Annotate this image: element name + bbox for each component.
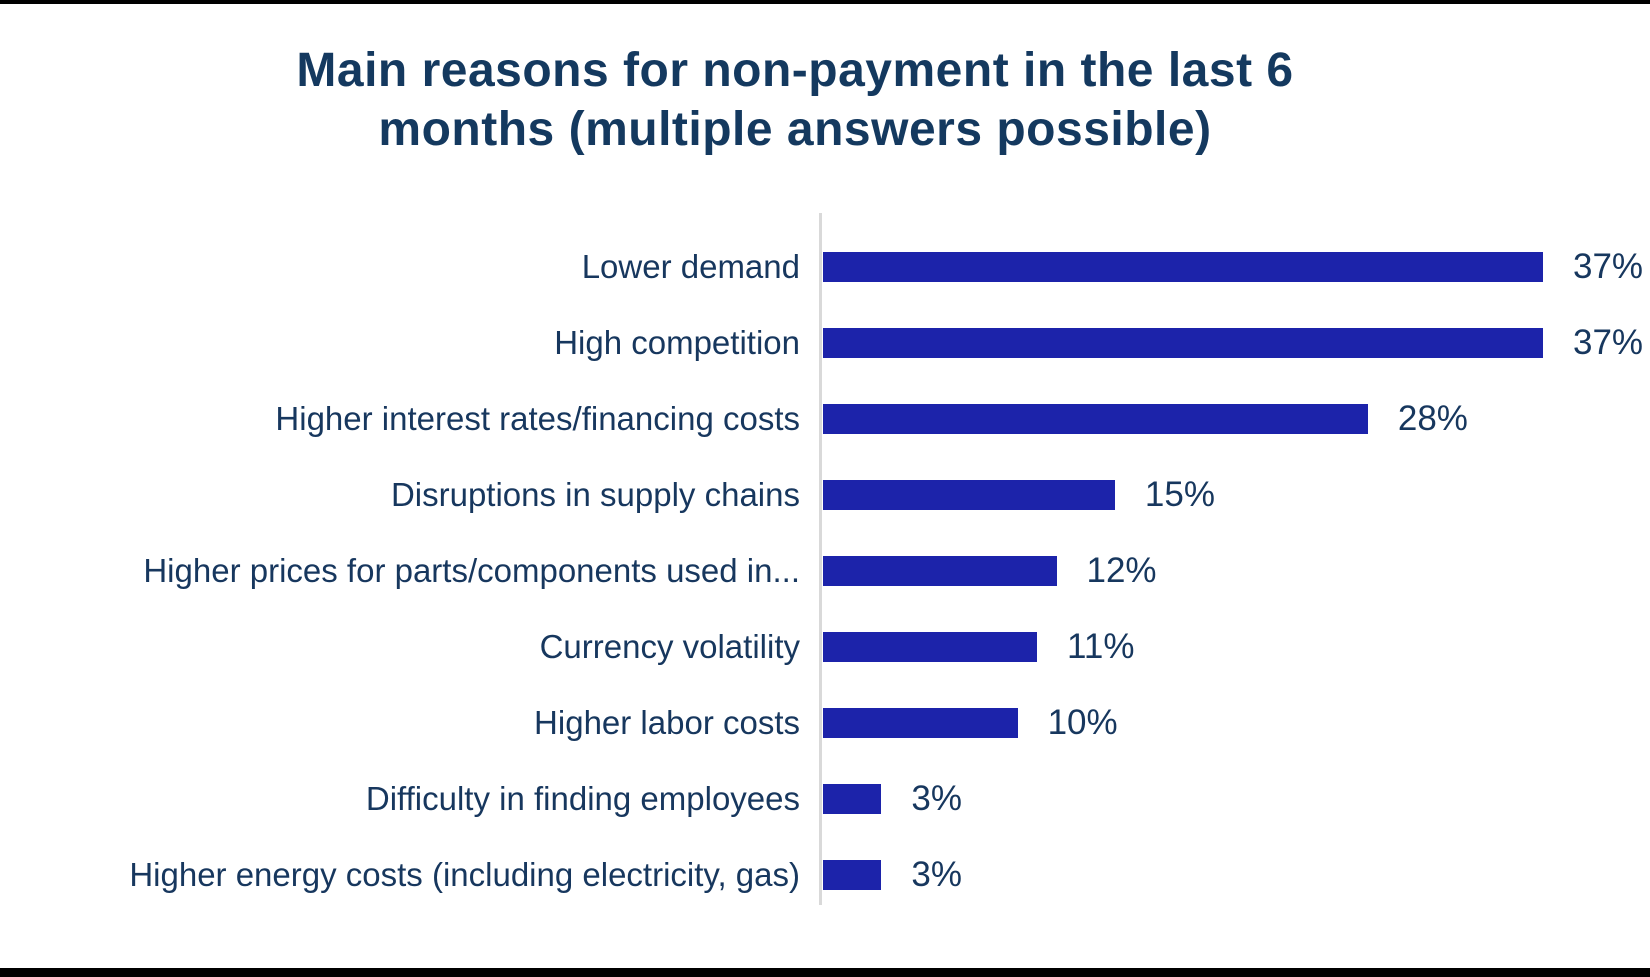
bar xyxy=(823,784,882,814)
value-label: 15% xyxy=(1144,475,1215,514)
bar-track: 15% xyxy=(823,457,1650,533)
bar-track: 3% xyxy=(823,761,1650,837)
bar-track: 10% xyxy=(823,685,1650,761)
chart-row: Disruptions in supply chains 15% xyxy=(0,457,1650,533)
value-label: 3% xyxy=(911,855,962,894)
chart-row: Lower demand 37% xyxy=(0,229,1650,305)
chart-row: Higher interest rates/financing costs 28% xyxy=(0,381,1650,457)
bar xyxy=(823,632,1038,662)
value-label: 12% xyxy=(1086,551,1157,590)
value-label: 37% xyxy=(1573,247,1644,286)
bar-track: 12% xyxy=(823,533,1650,609)
category-label: Difficulty in finding employees xyxy=(365,780,800,817)
category-label: Higher labor costs xyxy=(534,704,800,741)
category-label: High competition xyxy=(554,324,800,361)
bar-track: 37% xyxy=(823,305,1650,381)
bar-track: 11% xyxy=(823,609,1650,685)
category-label: Higher prices for parts/components used … xyxy=(143,552,800,589)
bar-track: 37% xyxy=(823,229,1650,305)
bar-track: 28% xyxy=(823,381,1650,457)
category-label: Higher energy costs (including electrici… xyxy=(129,856,800,893)
value-label: 28% xyxy=(1397,399,1468,438)
bar xyxy=(823,480,1115,510)
bar xyxy=(823,708,1018,738)
category-label: Higher interest rates/financing costs xyxy=(275,400,800,437)
y-axis-line xyxy=(819,213,822,905)
category-label: Lower demand xyxy=(581,248,800,285)
chart-row: Higher energy costs (including electrici… xyxy=(0,837,1650,913)
bar-track: 3% xyxy=(823,837,1650,913)
chart-row: Higher prices for parts/components used … xyxy=(0,533,1650,609)
bar xyxy=(823,328,1543,358)
bar xyxy=(823,252,1543,282)
category-label: Disruptions in supply chains xyxy=(390,476,800,513)
value-label: 11% xyxy=(1067,627,1135,666)
chart-row: High competition 37% xyxy=(0,305,1650,381)
bar-chart: Lower demand 37% High competition 37% Higher… xyxy=(0,229,1650,913)
value-label: 3% xyxy=(911,779,962,818)
chart-row: Higher labor costs 10% xyxy=(0,685,1650,761)
value-label: 37% xyxy=(1573,323,1644,362)
bottom-border-line xyxy=(0,968,1650,977)
category-label: Currency volatility xyxy=(539,628,800,665)
bar xyxy=(823,404,1368,434)
chart-row: Difficulty in finding employees 3% xyxy=(0,761,1650,837)
bar xyxy=(823,860,882,890)
chart-title: Main reasons for non-payment in the last… xyxy=(296,44,1294,156)
chart-row: Currency volatility 11% xyxy=(0,609,1650,685)
value-label: 10% xyxy=(1047,703,1118,742)
bar xyxy=(823,556,1057,586)
top-border-line xyxy=(0,0,1650,4)
